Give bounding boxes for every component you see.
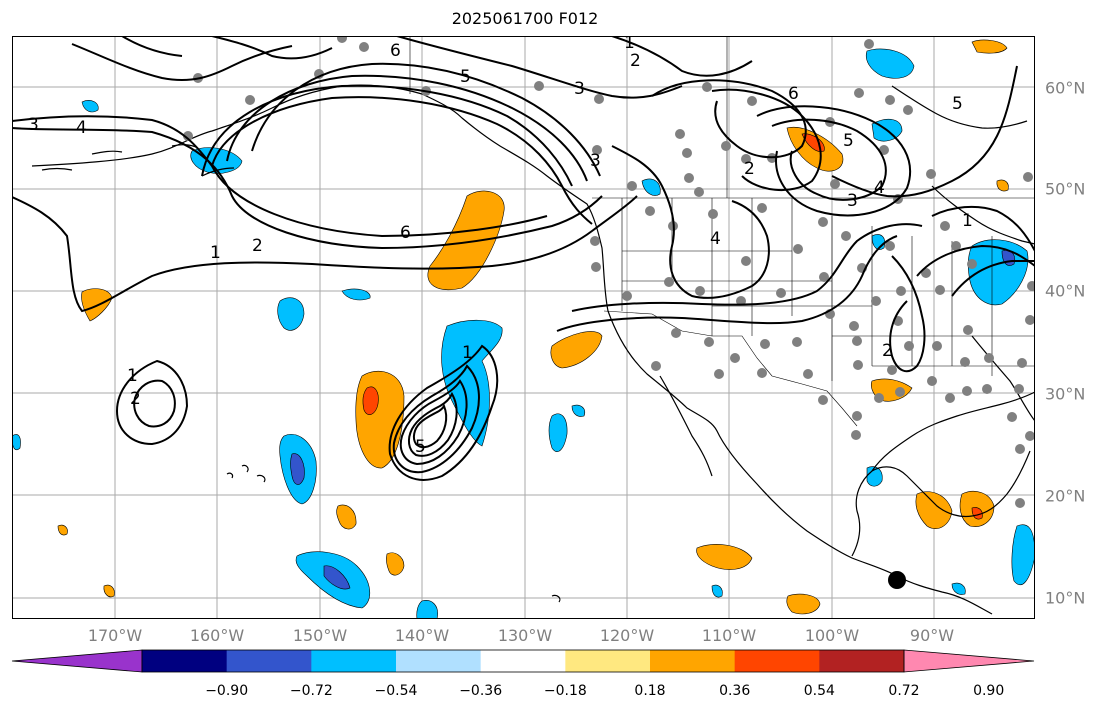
colorbar-tick-label: −0.18: [543, 683, 587, 699]
contour-label: 3: [847, 191, 858, 211]
contour-label: 1: [462, 343, 473, 363]
colorbar-cell: [819, 650, 905, 672]
colorbar-tick-label: 0.90: [973, 683, 1005, 699]
contour-label: 5: [460, 67, 471, 87]
longitude-label: 130°W: [497, 626, 553, 645]
map-panel[interactable]: 1 2 3 4 5 6 6 5 3 2 1 2 6 5 4 3 3 4 1 1 …: [12, 36, 1035, 619]
contour-label: 1: [210, 243, 221, 263]
colorbar-cell: [480, 650, 566, 672]
colorbar-tick-label: 0.54: [803, 683, 835, 699]
latitude-label: 10°N: [1045, 588, 1086, 608]
graticule: [12, 36, 1035, 619]
contour-label: 2: [252, 236, 263, 256]
colorbar-cell: [396, 650, 482, 672]
colorbar-cell: [142, 650, 228, 672]
longitude-label: 90°W: [909, 626, 955, 645]
contour-label: 4: [76, 118, 87, 138]
contour-label: 6: [390, 41, 401, 61]
colorbar-cell: [565, 650, 651, 672]
colorbar-tick-label: −0.54: [374, 683, 418, 699]
contour-label: 4: [710, 229, 721, 249]
colorbar-cell: [311, 650, 397, 672]
contour-label: 3: [590, 151, 601, 171]
contour-label: 5: [952, 94, 963, 114]
colorbar-tick-label: 0.18: [634, 683, 666, 699]
contour-label: 2: [130, 389, 141, 409]
colorbar-tick-label: −0.72: [289, 683, 333, 699]
longitude-label: 140°W: [394, 626, 450, 645]
contour-label: 1: [127, 366, 138, 386]
colorbar-frame: [141, 649, 905, 673]
contour-label: 4: [874, 178, 885, 198]
latitude-label: 40°N: [1045, 281, 1086, 301]
contour-label: 2: [882, 341, 893, 361]
contour-label: 5: [415, 437, 426, 457]
contour-label: 6: [400, 223, 411, 243]
colorbar-tick-label: −0.36: [459, 683, 503, 699]
colorbar-tick-label: −0.90: [205, 683, 249, 699]
station-markers: [183, 36, 1035, 508]
longitude-label: 120°W: [599, 626, 655, 645]
longitude-label: 110°W: [701, 626, 757, 645]
colorbar-cell: [650, 650, 736, 672]
latitude-label: 60°N: [1045, 78, 1086, 98]
tropical-cyclone-marker: [888, 571, 906, 589]
map-frame: [12, 36, 1035, 619]
contour-label: 5: [843, 131, 854, 151]
contour-label: 3: [28, 115, 39, 135]
colorbar-cell: [734, 650, 820, 672]
contour-label: 2: [630, 51, 641, 71]
colorbar: [11, 649, 1035, 673]
colorbar-tick-label: 0.72: [888, 683, 920, 699]
contour-label: 2: [744, 159, 755, 179]
latitude-label: 20°N: [1045, 486, 1086, 506]
colorbar-extend-high: [903, 649, 1035, 673]
contour-label-group: 1 2 3 4 5 6 6 5 3 2 1 2 6 5 4 3 3 4 1 1 …: [28, 36, 973, 457]
map-title: 2025061700 F012: [451, 9, 599, 28]
longitude-label: 150°W: [292, 626, 348, 645]
longitude-label: 170°W: [87, 626, 143, 645]
colorbar-extend-low: [11, 649, 143, 673]
ocean-background: [12, 36, 1035, 619]
colorbar-cell: [226, 650, 312, 672]
contour-label: 3: [574, 79, 585, 99]
latitude-label: 30°N: [1045, 384, 1086, 404]
longitude-label: 100°W: [804, 626, 860, 645]
anomaly-fill-positive: [57, 39, 1009, 615]
contour-label: 6: [788, 84, 799, 104]
latitude-label: 50°N: [1045, 179, 1086, 199]
contour-label: 1: [624, 36, 635, 53]
contour-lines: [12, 36, 1035, 481]
longitude-label: 160°W: [189, 626, 245, 645]
contour-label: 1: [962, 211, 973, 231]
colorbar-tick-label: 0.36: [719, 683, 751, 699]
